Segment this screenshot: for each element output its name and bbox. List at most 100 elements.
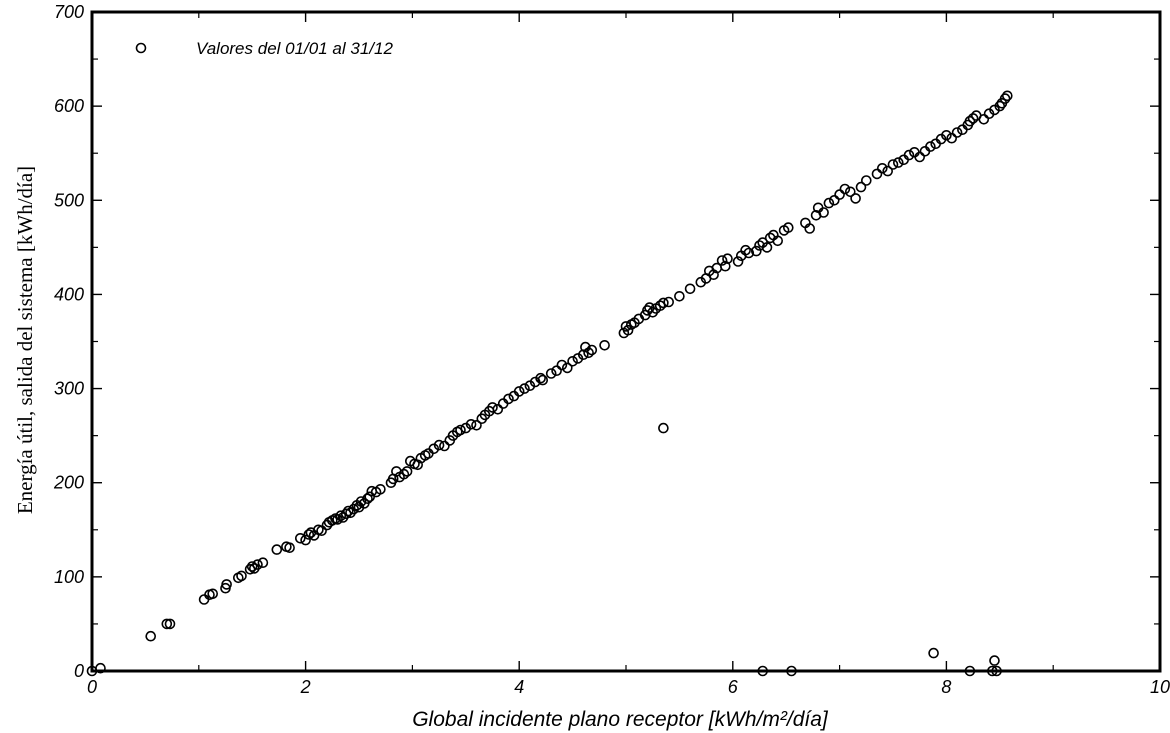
data-point bbox=[455, 424, 466, 436]
data-point bbox=[951, 127, 963, 138]
data-point bbox=[928, 647, 939, 659]
data-point bbox=[850, 193, 861, 204]
data-point bbox=[599, 339, 610, 351]
data-point bbox=[492, 403, 504, 415]
data-point bbox=[583, 347, 594, 359]
data-point bbox=[401, 466, 413, 477]
y-tick-label: 200 bbox=[53, 473, 84, 493]
y-tick-label: 600 bbox=[54, 96, 84, 116]
data-point bbox=[834, 189, 845, 200]
data-point bbox=[164, 618, 176, 630]
x-tick-label: 10 bbox=[1150, 677, 1170, 697]
data-point bbox=[95, 662, 106, 674]
data-point bbox=[663, 296, 675, 308]
data-point bbox=[257, 557, 269, 569]
data-point bbox=[236, 570, 247, 582]
data-point bbox=[580, 341, 591, 353]
data-point bbox=[246, 561, 258, 572]
data-point bbox=[719, 260, 731, 272]
data-point bbox=[658, 297, 669, 309]
data-point bbox=[303, 529, 315, 540]
x-tick-label: 2 bbox=[300, 677, 311, 697]
x-tick-label: 8 bbox=[941, 677, 951, 697]
data-point bbox=[577, 349, 589, 361]
legend: Valores del 01/01 al 31/12 bbox=[135, 39, 393, 58]
y-tick-label: 400 bbox=[54, 284, 84, 304]
data-point bbox=[535, 372, 546, 384]
data-point bbox=[294, 532, 306, 544]
data-point bbox=[284, 542, 295, 554]
data-point bbox=[684, 283, 696, 295]
data-point bbox=[804, 223, 816, 234]
data-point bbox=[658, 422, 669, 434]
data-point bbox=[1001, 90, 1013, 102]
data-point bbox=[545, 368, 557, 379]
points-layer bbox=[86, 90, 1013, 677]
data-point bbox=[892, 157, 904, 168]
data-point bbox=[716, 255, 728, 266]
data-point bbox=[978, 114, 990, 125]
data-point bbox=[519, 383, 530, 394]
x-axis-title: Global incidente plano receptor [kWh/m²/… bbox=[412, 708, 829, 731]
data-point bbox=[161, 618, 173, 630]
data-point bbox=[198, 594, 210, 605]
data-point bbox=[941, 130, 952, 141]
data-point bbox=[903, 149, 915, 161]
data-point bbox=[654, 300, 666, 312]
data-point bbox=[743, 247, 755, 259]
data-point bbox=[967, 113, 979, 124]
data-point bbox=[244, 563, 256, 575]
data-point bbox=[375, 483, 386, 495]
plot-frame bbox=[90, 10, 1162, 673]
data-point bbox=[622, 324, 634, 336]
data-point bbox=[316, 525, 327, 537]
data-point bbox=[503, 393, 514, 405]
data-point bbox=[674, 290, 685, 302]
data-point bbox=[887, 159, 899, 170]
data-point bbox=[964, 115, 976, 127]
x-tick-label: 0 bbox=[87, 677, 97, 697]
data-point bbox=[844, 186, 856, 198]
data-point bbox=[754, 240, 765, 251]
y-tick-label: 500 bbox=[54, 190, 84, 210]
legend-marker bbox=[135, 42, 147, 54]
data-point bbox=[994, 100, 1006, 112]
data-point bbox=[487, 402, 498, 413]
y-tick-label: 700 bbox=[54, 2, 84, 22]
y-tick-label: 0 bbox=[74, 661, 84, 681]
data-point bbox=[300, 534, 311, 546]
data-point bbox=[335, 510, 347, 522]
data-point bbox=[882, 165, 894, 177]
data-point bbox=[271, 544, 283, 555]
data-point bbox=[828, 195, 840, 206]
data-point bbox=[860, 175, 872, 186]
data-point bbox=[732, 256, 744, 267]
x-tick-label: 4 bbox=[514, 677, 524, 697]
data-point bbox=[876, 163, 888, 174]
data-point bbox=[342, 505, 354, 517]
data-point bbox=[556, 359, 568, 371]
legend-label: Valores del 01/01 al 31/12 bbox=[196, 39, 393, 58]
x-tick-label: 6 bbox=[728, 677, 739, 697]
data-point bbox=[708, 269, 719, 281]
y-tick-label: 300 bbox=[54, 379, 84, 399]
data-point bbox=[513, 386, 525, 397]
data-point bbox=[839, 183, 851, 195]
data-point bbox=[561, 362, 573, 374]
data-point bbox=[433, 439, 445, 451]
data-point bbox=[914, 151, 926, 163]
data-point bbox=[471, 419, 482, 431]
data-point bbox=[818, 207, 829, 218]
data-point bbox=[537, 374, 549, 386]
data-point bbox=[465, 418, 477, 430]
y-tick-label: 100 bbox=[54, 567, 84, 587]
data-point bbox=[782, 222, 794, 233]
data-point bbox=[145, 630, 156, 642]
y-axis-title: Energía útil, salida del sistema [kWh/dí… bbox=[13, 166, 37, 514]
data-point bbox=[586, 344, 598, 356]
data-point bbox=[823, 197, 835, 209]
data-point bbox=[740, 244, 751, 256]
data-point bbox=[412, 459, 424, 471]
data-point bbox=[925, 141, 936, 152]
